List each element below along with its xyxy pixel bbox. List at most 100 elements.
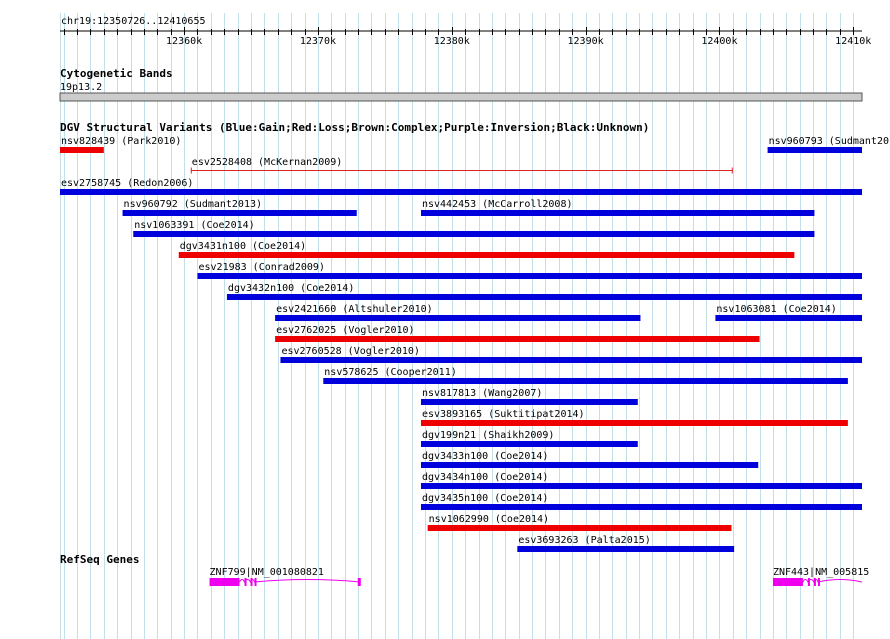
variant-label: dgv3432n100 (Coe2014) bbox=[228, 283, 354, 294]
variant-feature[interactable]: esv21983 (Conrad2009) bbox=[197, 262, 863, 279]
variant-label: nsv1063081 (Coe2014) bbox=[716, 304, 836, 315]
variant-feature[interactable]: esv3893165 (Suktitipat2014) bbox=[420, 409, 848, 426]
dgv-track: DGV Structural Variants (Blue:Gain;Red:L… bbox=[60, 121, 890, 552]
ruler-tick-label: 12370k bbox=[300, 36, 336, 47]
variant-feature[interactable]: nsv828439 (Park2010) bbox=[60, 136, 181, 153]
variant-label: nsv960793 (Sudmant2013) bbox=[769, 136, 890, 147]
variant-bar bbox=[133, 231, 815, 237]
variant-label: esv3893165 (Suktitipat2014) bbox=[422, 409, 585, 420]
gene-intron bbox=[802, 579, 863, 584]
variant-feature[interactable]: esv2760528 (Vogler2010) bbox=[280, 346, 862, 363]
variant-bar bbox=[323, 378, 848, 384]
variant-label: esv2762025 (Vogler2010) bbox=[276, 325, 414, 336]
variant-feature[interactable]: dgv3432n100 (Coe2014) bbox=[226, 283, 862, 300]
cytoband-track: Cytogenetic Bands 19p13.2 bbox=[59, 67, 863, 102]
variant-label: nsv442453 (McCarroll2008) bbox=[422, 199, 573, 210]
variant-feature[interactable]: nsv1063391 (Coe2014) bbox=[133, 220, 815, 237]
variant-label: esv2758745 (Redon2006) bbox=[61, 178, 193, 189]
variant-label: dgv3431n100 (Coe2014) bbox=[180, 241, 306, 252]
gene-exon bbox=[244, 578, 247, 586]
gene-exon bbox=[813, 578, 816, 586]
variant-features: nsv828439 (Park2010) esv2528408 (McKernan… bbox=[60, 136, 890, 552]
variant-bar bbox=[420, 210, 815, 216]
variant-bar bbox=[767, 147, 862, 153]
variant-bar bbox=[275, 315, 641, 321]
variant-label: esv3693263 (Palta2015) bbox=[518, 535, 650, 546]
variant-feature[interactable]: dgv199n21 (Shaikh2009) bbox=[420, 430, 638, 447]
ruler-ticks: 12360k 12370k 12380k 12390k 12400k 12410k bbox=[64, 27, 871, 47]
ruler-tick-label: 12380k bbox=[434, 36, 470, 47]
variant-bar bbox=[197, 273, 863, 279]
gene-exon bbox=[807, 578, 810, 586]
variant-feature[interactable]: nsv578625 (Cooper2011) bbox=[323, 367, 848, 384]
variant-label: esv2421660 (Altshuler2010) bbox=[276, 304, 433, 315]
variant-bar bbox=[715, 315, 862, 321]
variant-bar bbox=[178, 252, 795, 258]
variant-label: dgv199n21 (Shaikh2009) bbox=[422, 430, 554, 441]
track-title-cytoband: Cytogenetic Bands bbox=[60, 67, 173, 80]
refseq-track: RefSeq Genes ZNF799|NM_001080821 ZNF443|N… bbox=[60, 553, 869, 586]
variant-bar bbox=[427, 525, 732, 531]
gene-label: ZNF443|NM_005815 bbox=[773, 567, 869, 578]
variant-label: nsv1062990 (Coe2014) bbox=[429, 514, 549, 525]
gene-exon bbox=[250, 578, 253, 586]
gene-feature[interactable]: ZNF799|NM_001080821 bbox=[209, 567, 361, 586]
variant-label: esv2528408 (McKernan2009) bbox=[192, 157, 343, 168]
variant-feature[interactable]: dgv3431n100 (Coe2014) bbox=[178, 241, 795, 258]
variant-feature[interactable]: dgv3435n100 (Coe2014) bbox=[420, 493, 862, 510]
locus-label: chr19:12350726..12410655 bbox=[61, 16, 206, 27]
variant-bar bbox=[517, 546, 735, 552]
track-title-dgv: DGV Structural Variants (Blue:Gain;Red:L… bbox=[60, 121, 649, 134]
variant-feature[interactable]: esv2528408 (McKernan2009) bbox=[190, 157, 733, 174]
variant-feature[interactable]: esv2758745 (Redon2006) bbox=[60, 178, 862, 195]
variant-bar bbox=[420, 483, 862, 489]
variant-bar bbox=[280, 357, 862, 363]
variant-feature[interactable]: esv2762025 (Vogler2010) bbox=[275, 325, 760, 342]
variant-feature[interactable]: dgv3433n100 (Coe2014) bbox=[420, 451, 759, 468]
variant-bar bbox=[420, 504, 862, 510]
variant-label: nsv578625 (Cooper2011) bbox=[324, 367, 456, 378]
variant-bar bbox=[275, 336, 760, 342]
ruler-tick-label: 12400k bbox=[701, 36, 737, 47]
gene-exon bbox=[209, 578, 240, 586]
variant-bar bbox=[122, 210, 357, 216]
variant-bar bbox=[420, 420, 848, 426]
variant-bar bbox=[60, 147, 104, 153]
gene-feature[interactable]: ZNF443|NM_005815 bbox=[772, 567, 869, 586]
variant-bar bbox=[420, 462, 759, 468]
variant-label: dgv3434n100 (Coe2014) bbox=[422, 472, 548, 483]
gene-label: ZNF799|NM_001080821 bbox=[210, 567, 324, 578]
variant-feature[interactable]: esv3693263 (Palta2015) bbox=[517, 535, 735, 552]
cytoband-label: 19p13.2 bbox=[60, 82, 102, 93]
variant-feature[interactable]: nsv960793 (Sudmant2013) bbox=[767, 136, 890, 153]
vertical-grid-lines bbox=[60, 13, 854, 639]
gene-exon bbox=[772, 578, 803, 586]
variant-feature[interactable]: nsv960792 (Sudmant2013) bbox=[122, 199, 357, 216]
gene-features: ZNF799|NM_001080821 ZNF443|NM_005815 bbox=[209, 567, 869, 586]
ruler-tick-label: 12390k bbox=[568, 36, 604, 47]
variant-label: dgv3433n100 (Coe2014) bbox=[422, 451, 548, 462]
variant-feature[interactable]: nsv1063081 (Coe2014) bbox=[715, 304, 862, 321]
variant-bar bbox=[60, 189, 862, 195]
variant-label: nsv960792 (Sudmant2013) bbox=[124, 199, 262, 210]
variant-label: esv21983 (Conrad2009) bbox=[198, 262, 324, 273]
variant-bar bbox=[420, 441, 638, 447]
variant-label: nsv828439 (Park2010) bbox=[61, 136, 181, 147]
variant-label: dgv3435n100 (Coe2014) bbox=[422, 493, 548, 504]
variant-feature[interactable]: dgv3434n100 (Coe2014) bbox=[420, 472, 862, 489]
ruler-tick-label: 12410k bbox=[835, 36, 871, 47]
variant-feature[interactable]: nsv817813 (Wang2007) bbox=[420, 388, 638, 405]
variant-feature[interactable]: nsv442453 (McCarroll2008) bbox=[420, 199, 815, 216]
variant-label: nsv1063391 (Coe2014) bbox=[134, 220, 254, 231]
ruler-track: chr19:12350726..12410655 12360k 12370k 123… bbox=[60, 16, 871, 47]
variant-bar bbox=[226, 294, 862, 300]
variant-feature[interactable]: nsv1062990 (Coe2014) bbox=[427, 514, 732, 531]
variant-bar bbox=[420, 399, 638, 405]
variant-label: esv2760528 (Vogler2010) bbox=[281, 346, 419, 357]
gene-intron bbox=[239, 579, 361, 584]
cytoband-ideogram[interactable] bbox=[59, 92, 863, 102]
ruler-tick-label: 12360k bbox=[166, 36, 202, 47]
variant-label: nsv817813 (Wang2007) bbox=[422, 388, 542, 399]
variant-feature[interactable]: esv2421660 (Altshuler2010) bbox=[275, 304, 641, 321]
